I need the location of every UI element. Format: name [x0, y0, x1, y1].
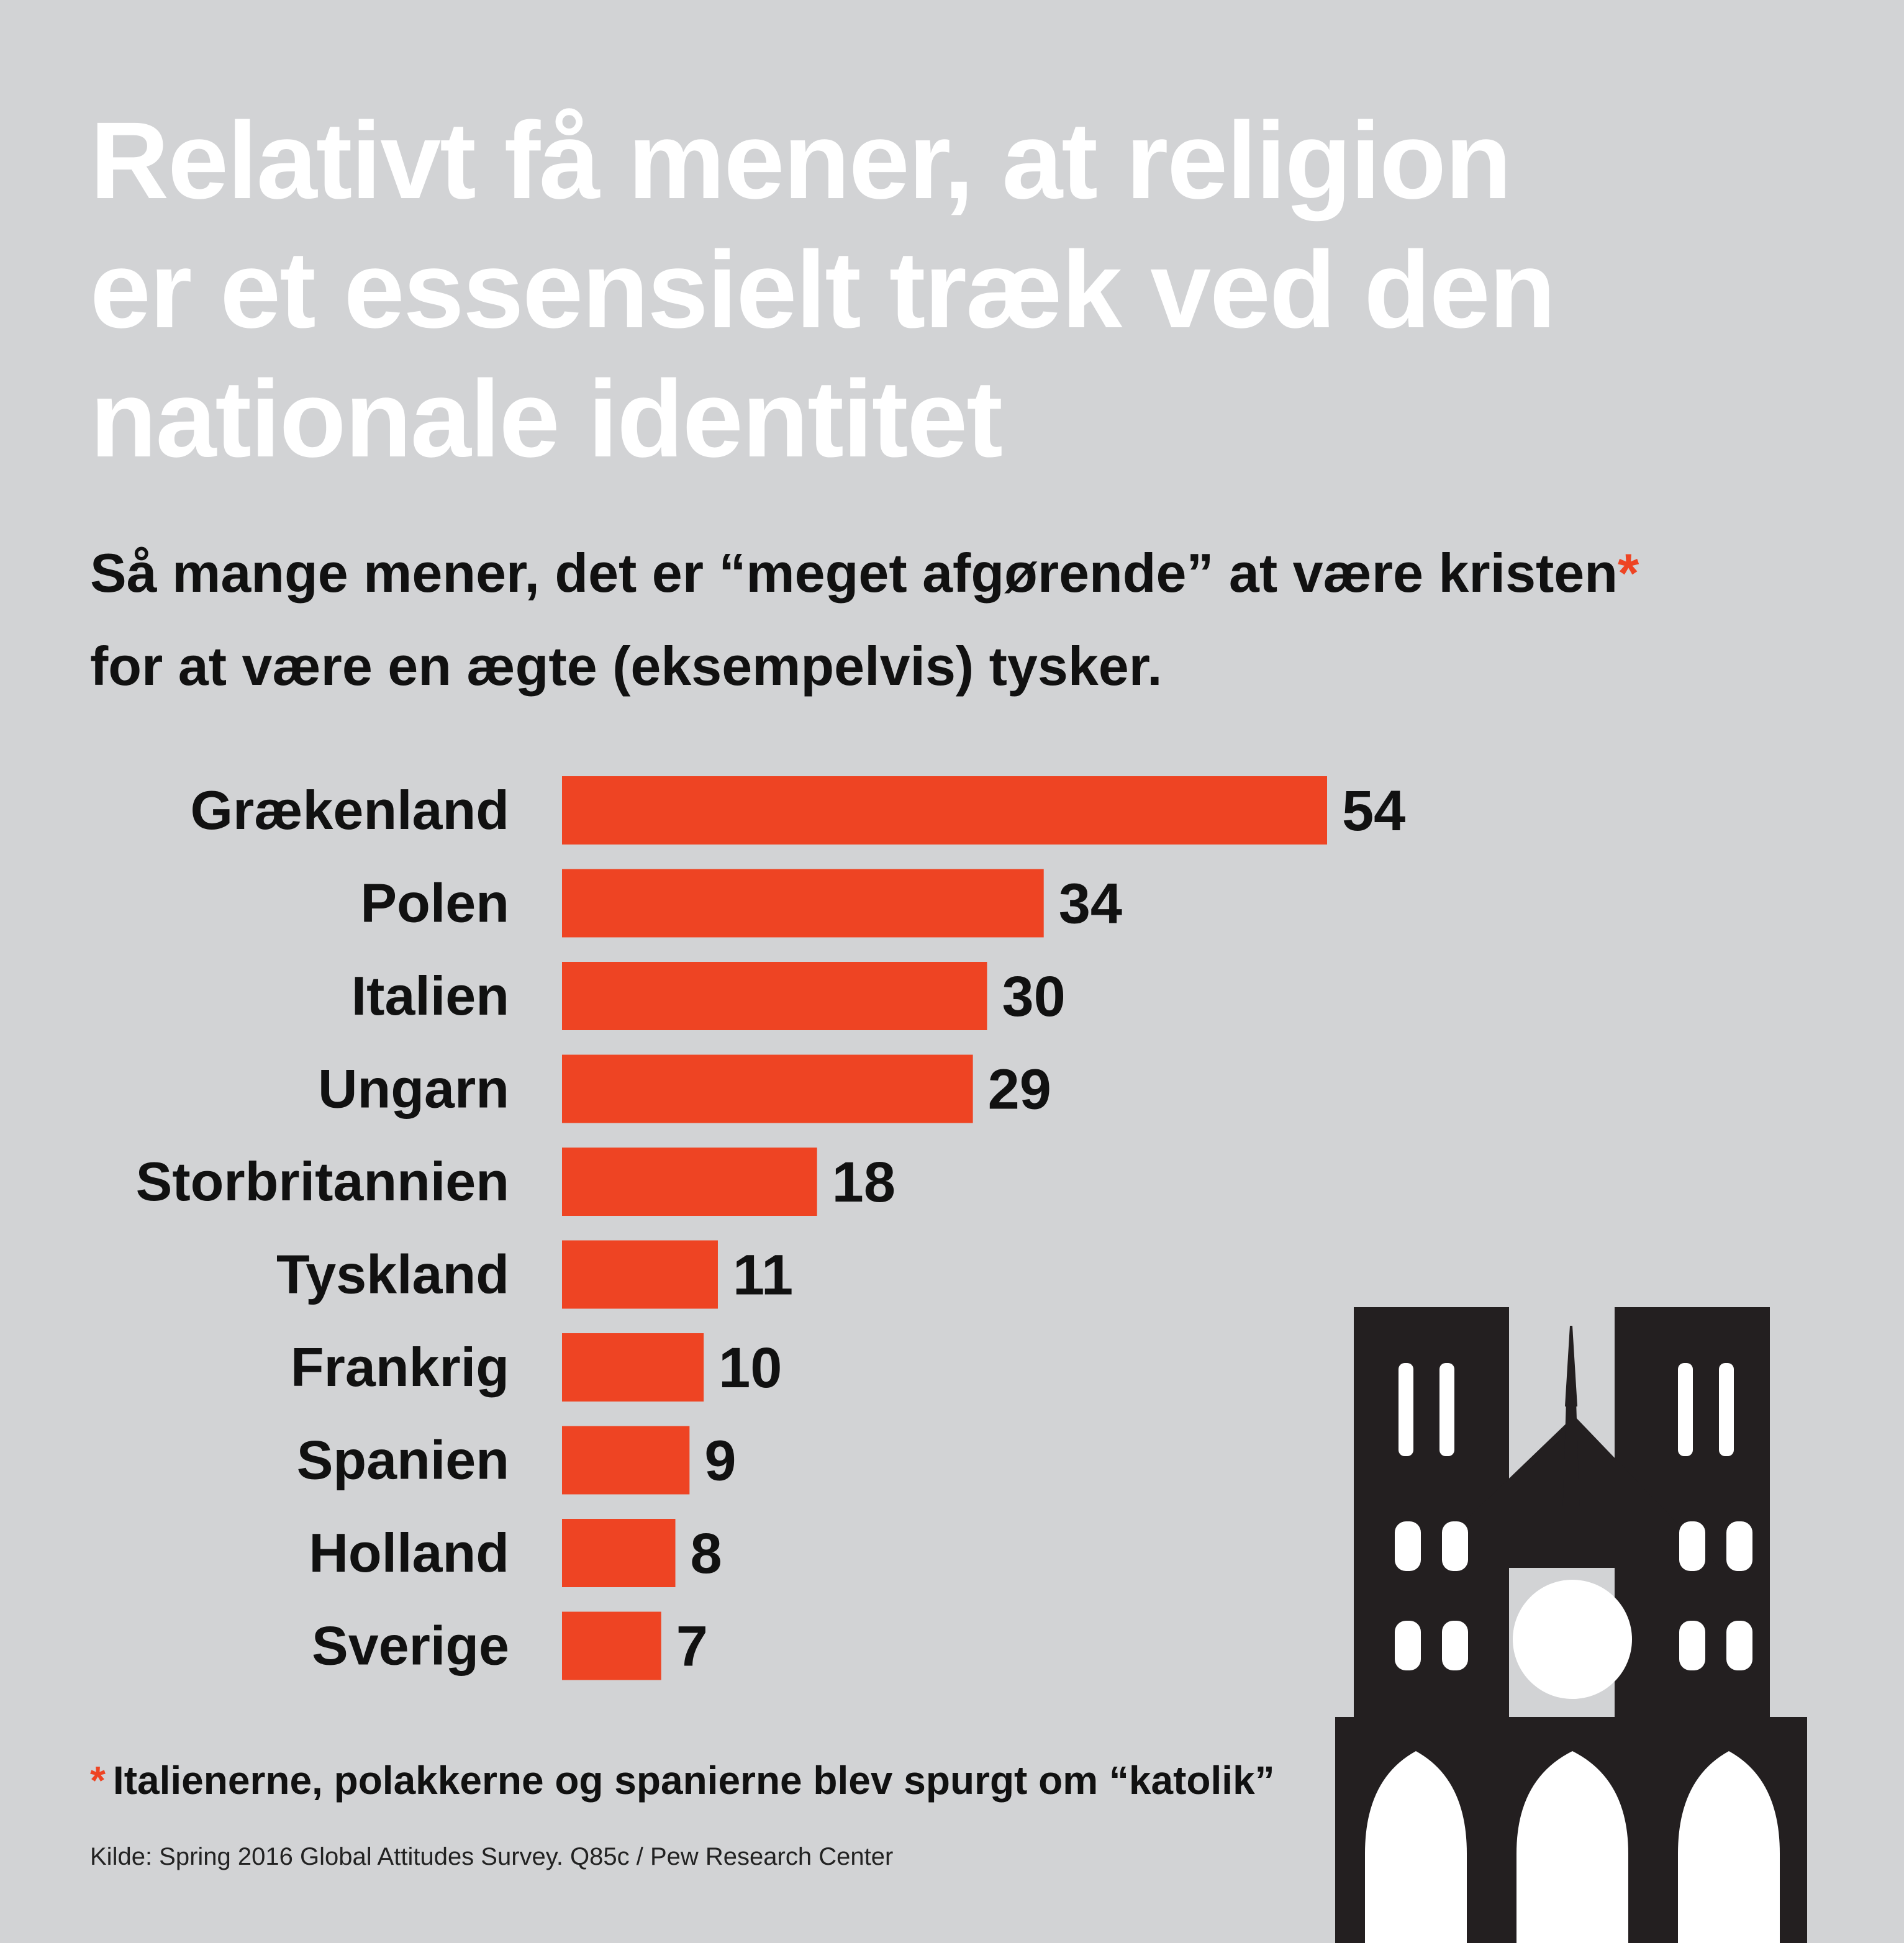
value-label: 8 [691, 1522, 722, 1585]
bar-chart: Grækenland 54 Polen 34 Italien 30 Ungarn 29 Stor… [136, 776, 1405, 1680]
bar [562, 1333, 704, 1402]
bar [562, 1054, 973, 1123]
category-label: Polen [360, 872, 509, 934]
subtitle-asterisk: * [1618, 542, 1639, 604]
bar [562, 1148, 817, 1216]
cathedral-icon [1335, 1307, 1807, 1943]
category-label: Spanien [297, 1429, 509, 1491]
bar [562, 869, 1044, 938]
category-label: Holland [309, 1522, 509, 1583]
value-label: 11 [733, 1244, 793, 1307]
category-label: Ungarn [318, 1058, 509, 1120]
subtitle-line-1: Så mange mener, det er “meget afgørende”… [90, 527, 1860, 620]
value-label: 54 [1342, 779, 1405, 843]
title-line-2: er et essensielt træk ved den [90, 229, 1556, 351]
value-label: 18 [832, 1151, 895, 1214]
bar [562, 1426, 690, 1495]
source-note: Kilde: Spring 2016 Global Attitudes Surv… [90, 1843, 894, 1870]
chart-title: Relativt få mener, at religion er et ess… [90, 96, 1767, 484]
value-label: 29 [988, 1058, 1051, 1121]
subtitle-text-1: Så mange mener, det er “meget afgørende”… [90, 542, 1618, 604]
value-label: 9 [704, 1429, 736, 1493]
value-label: 10 [719, 1336, 782, 1400]
bar [562, 1240, 718, 1309]
bar [562, 1519, 676, 1587]
chart-subtitle: Så mange mener, det er “meget afgørende”… [90, 527, 1860, 713]
category-label: Italien [351, 965, 509, 1026]
category-label: Storbritannien [136, 1151, 509, 1212]
value-label: 30 [1002, 965, 1065, 1028]
bar [562, 962, 987, 1030]
footnote: * Italienerne, polakkerne og spanierne bl… [90, 1757, 1275, 1803]
category-label: Sverige [312, 1615, 509, 1677]
value-label: 7 [676, 1615, 708, 1678]
footnote-text: Italienerne, polakkerne og spanierne ble… [112, 1758, 1275, 1803]
subtitle-line-2: for at være en ægte (eksempelvis) tysker… [90, 635, 1163, 697]
title-line-3: nationale identitet [90, 358, 1003, 480]
bar [562, 1611, 661, 1680]
footnote-asterisk: * [90, 1758, 106, 1803]
title-line-1: Relativt få mener, at religion [90, 100, 1512, 222]
category-label: Grækenland [191, 779, 509, 841]
value-label: 34 [1059, 872, 1122, 936]
category-label: Tyskland [276, 1244, 509, 1305]
category-label: Frankrig [291, 1336, 509, 1398]
bar [562, 776, 1327, 845]
